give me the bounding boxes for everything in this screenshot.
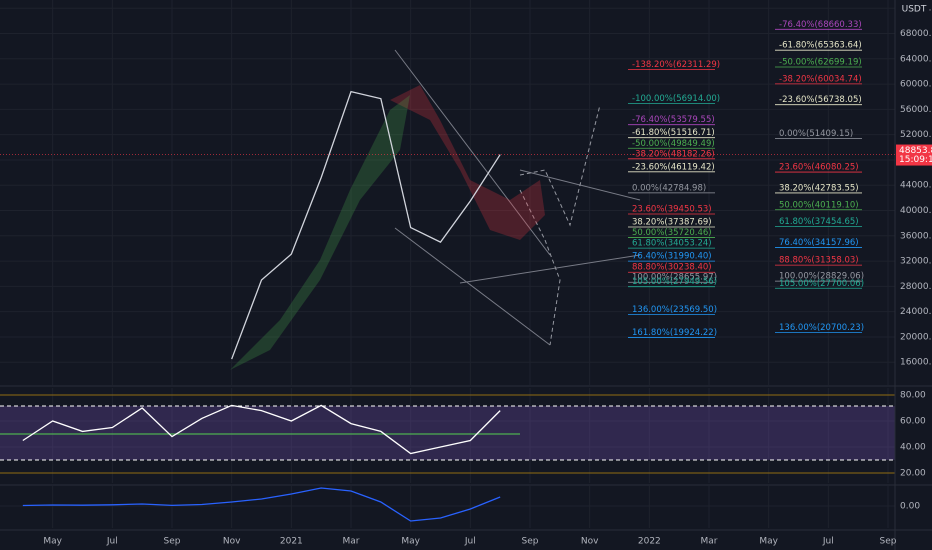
- trend-line: [394, 227, 551, 346]
- fib-label: 0.00%(51409.15): [779, 129, 853, 139]
- series-line: [231, 90, 501, 360]
- quote-currency: USDT: [902, 5, 927, 15]
- x-tick-label: May: [401, 537, 420, 547]
- fib-label: -50.00%(49849.49): [632, 139, 715, 149]
- fib-label: -76.40%(68660.33): [779, 20, 862, 30]
- y-tick-label: 40.00: [900, 443, 926, 453]
- x-tick-label: Jul: [822, 537, 834, 547]
- fib-label: -50.00%(62699.19): [779, 58, 862, 68]
- x-tick-label: 2021: [280, 537, 303, 547]
- fib-label: -138.20%(62311.29): [632, 60, 720, 70]
- fib-label: -61.80%(65363.64): [779, 41, 862, 51]
- fib-label: 136.00%(20700.23): [779, 323, 864, 333]
- fib-label: -23.60%(46119.42): [632, 162, 715, 172]
- last-price-box: [896, 144, 932, 166]
- fib-label: 100.00%(28829.06): [779, 272, 864, 282]
- x-tick-label: Nov: [223, 537, 241, 547]
- x-tick-label: Sep: [880, 537, 897, 547]
- fib-label: 88.80%(31358.03): [779, 256, 859, 266]
- y-tick-label: 64000.00: [900, 54, 932, 64]
- y-tick-label: 20000.00: [900, 332, 932, 342]
- fib-label: 61.80%(34053.24): [632, 239, 712, 249]
- series-line: [22, 487, 501, 522]
- x-tick-label: Jul: [106, 537, 118, 547]
- x-tick-label: Sep: [522, 537, 539, 547]
- fib-label: -61.80%(51516.71): [632, 128, 715, 138]
- fib-label: 50.00%(35720.46): [632, 228, 712, 238]
- projection: [519, 189, 561, 346]
- fib-label: -38.20%(60034.74): [779, 74, 862, 84]
- fib-label: -76.40%(53579.55): [632, 115, 715, 125]
- x-tick-label: May: [43, 537, 62, 547]
- fib-label: 38.20%(37387.69): [632, 218, 712, 228]
- y-tick-label: 36000.00: [900, 231, 932, 241]
- fib-label: 88.80%(30238.40): [632, 263, 712, 273]
- fib-label: 50.00%(40119.10): [779, 200, 859, 210]
- y-tick-label: 20.00: [900, 468, 926, 478]
- y-tick-label: 52000.00: [900, 130, 932, 140]
- y-tick-label: 80.00: [900, 391, 926, 401]
- fib-label: 136.00%(23569.50): [632, 305, 717, 315]
- countdown: 15:09:18: [899, 155, 932, 165]
- x-tick-label: Mar: [343, 537, 360, 547]
- y-tick-label: 56000.00: [900, 105, 932, 115]
- projection: [519, 104, 601, 227]
- fib-label: 105.00%(27700.06): [779, 279, 864, 289]
- y-tick-label: 32000.00: [900, 257, 932, 267]
- x-tick-label: 2022: [638, 537, 661, 547]
- x-tick-label: Sep: [164, 537, 181, 547]
- fib-label: 23.60%(46080.25): [779, 163, 859, 173]
- x-tick-label: Nov: [581, 537, 599, 547]
- quote-box: [899, 2, 929, 16]
- drawings: [230, 49, 641, 370]
- fib-label: 38.20%(42783.55): [779, 183, 859, 193]
- y-tick-label: 44000.00: [900, 181, 932, 191]
- cloud: [390, 85, 545, 240]
- trend-line: [459, 254, 641, 284]
- cloud: [230, 95, 410, 370]
- fib-label: 61.80%(37454.65): [779, 217, 859, 227]
- fib-label: -38.20%(48182.26): [632, 149, 715, 159]
- y-tick-label: 60000.00: [900, 80, 932, 90]
- last-price-label: 48853.86: [899, 146, 932, 156]
- y-tick-label: 16000.00: [900, 358, 932, 368]
- x-tick-label: May: [759, 537, 778, 547]
- rsi-band: [0, 406, 895, 460]
- fib-label: 76.40%(34157.96): [779, 238, 859, 248]
- fib-label: 76.40%(31990.40): [632, 252, 712, 262]
- fib-label: 23.60%(39450.53): [632, 204, 712, 214]
- fib-label: 105.00%(27949.56): [632, 277, 717, 287]
- fib-label: -23.60%(56738.05): [779, 95, 862, 105]
- x-tick-label: Jul: [464, 537, 476, 547]
- y-tick-label: 68000.00: [900, 29, 932, 39]
- y-tick-label: 0.00: [900, 502, 920, 512]
- x-tick-label: Mar: [701, 537, 718, 547]
- fib-label: 100.00%(28655.97): [632, 273, 717, 283]
- y-tick-label: 28000.00: [900, 282, 932, 292]
- y-tick-label: 24000.00: [900, 307, 932, 317]
- fib-label: 161.80%(19924.22): [632, 328, 717, 338]
- series-line: [22, 404, 501, 455]
- y-tick-label: 40000.00: [900, 206, 932, 216]
- fib-label: 0.00%(42784.98): [632, 183, 706, 193]
- fib-label: -100.00%(56914.00): [632, 94, 720, 104]
- trend-line: [394, 49, 551, 256]
- y-tick-label: 60.00: [900, 417, 926, 427]
